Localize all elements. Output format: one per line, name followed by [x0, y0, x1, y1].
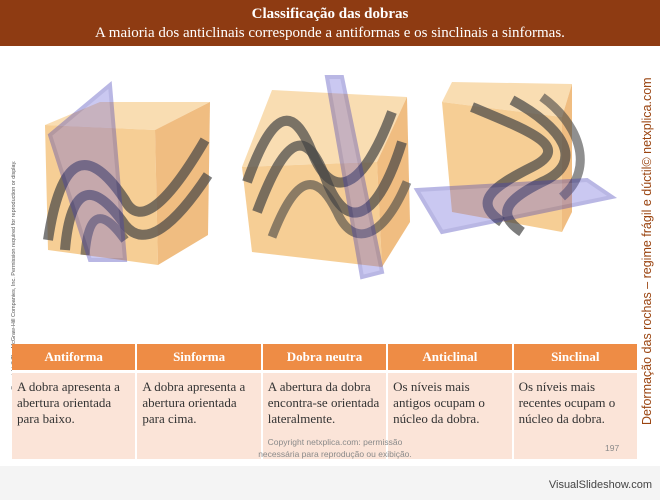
table-row: A dobra apresenta a abertura orientada p…: [12, 370, 637, 459]
block-top-face: [242, 90, 407, 167]
dobra-neutra-block-diagram: [413, 82, 618, 237]
header-anticlinal: Anticlinal: [388, 344, 512, 370]
header-sinforma: Sinforma: [137, 344, 261, 370]
footer-band: VisualSlideshow.com: [0, 466, 660, 500]
fold-band: [60, 172, 213, 251]
description-antiforma: A dobra apresenta a abertura orientada p…: [12, 370, 136, 459]
slide-header: Classificação das dobras A maioria dos a…: [0, 0, 660, 46]
footer-copyright: Copyright netxplica.com: permissão neces…: [200, 436, 470, 460]
footer-copyright-line1: Copyright netxplica.com: permissão: [267, 437, 403, 447]
fold-band: [80, 214, 129, 256]
block-front-face: [242, 162, 382, 267]
fold-band: [502, 95, 571, 237]
brand-link[interactable]: VisualSlideshow.com: [548, 479, 652, 491]
description-dobra-neutra: A abertura da dobra encontra-se orientad…: [262, 370, 387, 459]
description-sinclinal: Os níveis mais recentes ocupam o núcleo …: [513, 370, 637, 459]
axial-plane: [324, 75, 385, 280]
table-header-row: Antiforma Sinforma Dobra neutra Anticlin…: [12, 344, 637, 370]
slide-subtitle: A maioria dos anticlinais corresponde a …: [95, 25, 565, 41]
description-anticlinal: Os níveis mais antigos ocupam o núcleo d…: [388, 370, 512, 459]
side-title-text: Deformação das rochas – regime frágil e …: [640, 77, 654, 425]
header-dobra-neutra: Dobra neutra: [262, 344, 387, 370]
fold-band: [470, 102, 553, 227]
side-title: Deformação das rochas – regime frágil e …: [640, 77, 658, 425]
description-sinforma: A dobra apresenta a abertura orientada p…: [137, 370, 261, 459]
fold-band: [43, 137, 210, 241]
axial-plane: [413, 177, 618, 235]
slide-title: Classificação das dobras: [251, 6, 409, 22]
sinforma-block-diagram: [242, 75, 412, 280]
fold-band: [267, 180, 412, 239]
fold-classification-table: Antiforma Sinforma Dobra neutra Anticlin…: [10, 344, 639, 459]
axial-plane: [47, 81, 128, 262]
fold-band: [252, 140, 407, 218]
page-number: 197: [605, 443, 620, 453]
block-top-face: [442, 82, 572, 117]
footer-copyright-line2: necessária para reprodução ou exibição.: [258, 449, 412, 459]
header-sinclinal: Sinclinal: [513, 344, 637, 370]
fold-band: [539, 93, 585, 201]
antiforma-block-diagram: [43, 81, 213, 265]
header-antiforma: Antiforma: [12, 344, 136, 370]
